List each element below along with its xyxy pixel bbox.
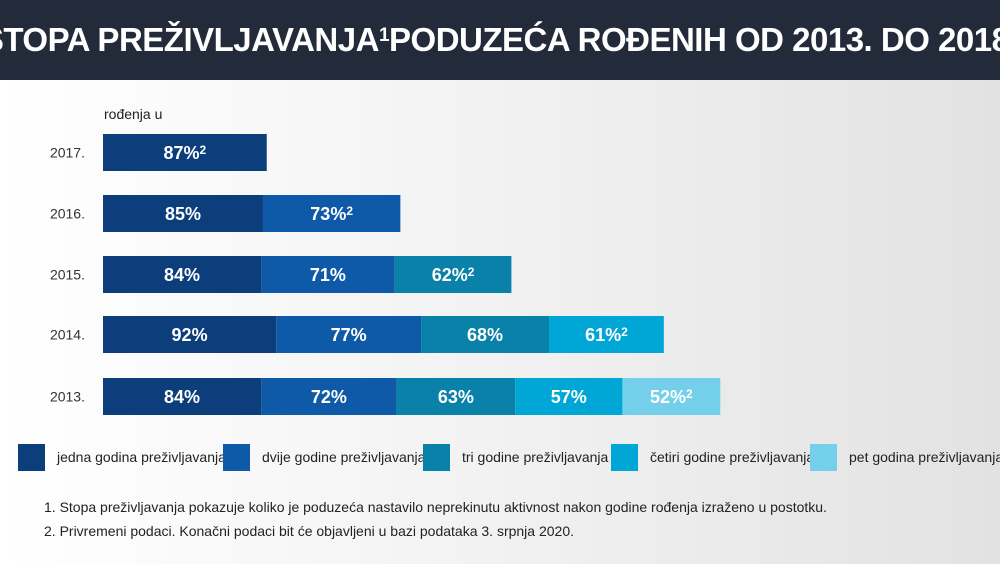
title-main: STOPA PREŽIVLJAVANJA: [0, 21, 379, 58]
bar-value-label: 57%: [551, 387, 587, 407]
bar-segment: [103, 256, 262, 293]
bar-value-label: 72%: [311, 387, 347, 407]
bar-segment: [622, 378, 721, 415]
bar-value-label: 92%: [172, 325, 208, 345]
bar-segment: [276, 316, 422, 353]
provisional-mark: 2: [468, 265, 475, 279]
footnote-2: 2. Privremeni podaci. Konačni podaci bit…: [44, 523, 574, 539]
bar-value-label: 77%: [331, 325, 367, 345]
year-label: 2017.: [50, 145, 85, 161]
bar-value-label: 87%2: [164, 143, 207, 163]
axis-title: rođenja u: [104, 106, 163, 122]
legend-label-4: četiri godine preživljavanja: [650, 449, 815, 465]
bar-value-label: 61%2: [585, 325, 628, 345]
title-rest: PODUZEĆA ROĐENIH OD 2013. DO 2018.: [389, 21, 1000, 58]
legend-item-4: četiri godine preživljavanja: [611, 442, 814, 472]
bar-value-label: 68%: [467, 325, 503, 345]
legend-item-3: tri godine preživljavanja: [423, 442, 608, 472]
bar-value-label: 63%: [438, 387, 474, 407]
legend-label-5: pet godina preživljavanja: [849, 449, 1000, 465]
provisional-mark: 2: [686, 387, 693, 401]
bar-segment: [396, 378, 516, 415]
bar-segment: [261, 256, 395, 293]
year-label: 2015.: [50, 267, 85, 283]
bar-value-label: 84%: [164, 265, 200, 285]
legend-swatch-3: [423, 443, 450, 471]
legend-swatch-1: [18, 443, 45, 471]
bar-segment: [103, 195, 263, 232]
year-label: 2016.: [50, 206, 85, 222]
title-footnote-mark: 1: [378, 25, 390, 46]
legend-label-1: jedna godina preživljavanja: [57, 449, 226, 465]
legend-label-3: tri godine preživljavanja: [462, 449, 609, 465]
bar-value-label: 62%2: [432, 265, 475, 285]
footnotes: 1. Stopa preživljavanja pokazuje koliko …: [44, 495, 827, 543]
legend-swatch-4: [611, 443, 638, 471]
provisional-mark: 2: [200, 143, 207, 157]
bar-value-label: 73%2: [310, 204, 353, 224]
legend-item-1: jedna godina preživljavanja: [18, 442, 226, 472]
bar-segment: [103, 134, 267, 171]
bar-segment: [515, 378, 623, 415]
legend-swatch-2: [223, 443, 250, 471]
year-label: 2013.: [50, 389, 85, 405]
bar-value-label: 85%: [165, 204, 201, 224]
legend-swatch-5: [810, 443, 837, 471]
bar-segment: [261, 378, 397, 415]
bar-value-label: 71%: [310, 265, 346, 285]
chart-legend: jedna godina preživljavanja dvije godine…: [18, 442, 1000, 472]
bar-value-label: 84%: [164, 387, 200, 407]
legend-item-2: dvije godine preživljavanja: [223, 442, 425, 472]
bar-segment: [103, 316, 277, 353]
page-title: STOPA PREŽIVLJAVANJA 1 PODUZEĆA ROĐENIH O…: [0, 0, 1000, 80]
provisional-mark: 2: [621, 325, 628, 339]
stacked-bar-chart: 2017. 87%2 2016. 85% 73%2 2015. 84% 71% 62%2 2014…: [50, 134, 721, 415]
bar-segment: [262, 195, 401, 232]
bar-segment: [549, 316, 664, 353]
year-label: 2014.: [50, 327, 85, 343]
legend-item-5: pet godina preživljavanja: [810, 442, 1000, 472]
footnote-1: 1. Stopa preživljavanja pokazuje koliko …: [44, 499, 827, 515]
bar-value-label: 52%2: [650, 387, 693, 407]
provisional-mark: 2: [346, 204, 353, 218]
bar-segment: [103, 378, 262, 415]
bar-segment: [421, 316, 550, 353]
bar-segment: [394, 256, 512, 293]
legend-label-2: dvije godine preživljavanja: [262, 449, 426, 465]
